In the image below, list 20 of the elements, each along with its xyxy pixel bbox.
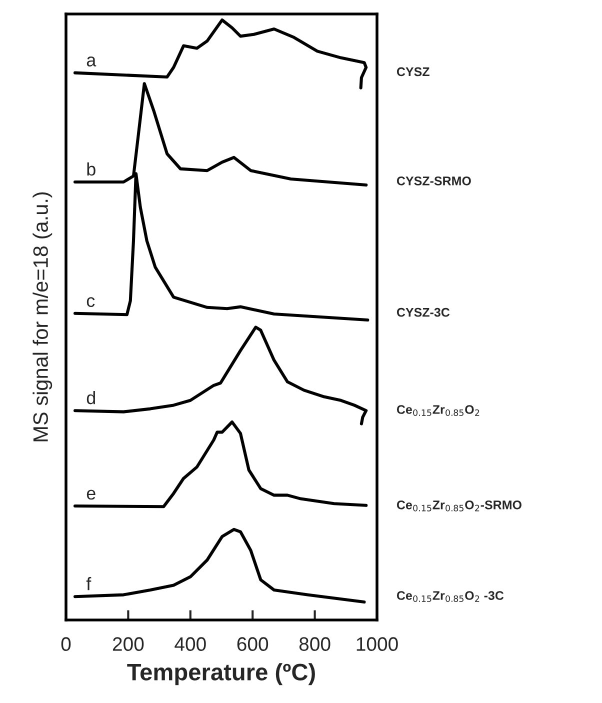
annotation: c [86, 297, 95, 308]
text: CYSZ-3C [396, 308, 450, 317]
annotation: f [86, 577, 92, 590]
x-tick-label: 1000 [356, 637, 398, 651]
text: CYSZ-SRMO [396, 176, 471, 186]
text: Ce$_{0.15}$Zr$_{0.85}$O$_{2}$-SRMO [396, 500, 522, 512]
x-tick-label: 0 [61, 637, 71, 651]
text: Ce$_{0.15}$Zr$_{0.85}$O$_{2}$ -3C [396, 591, 504, 602]
x-axis-title: Temperature (ºC) [127, 663, 315, 686]
annotation: e [86, 490, 96, 500]
annotation: a [86, 56, 96, 66]
x-tick-label: 200 [112, 637, 144, 651]
y-axis-title: MS signal for m/e=18 (a.u.) [32, 192, 52, 442]
text: Ce$_{0.15}$Zr$_{0.85}$O$_{2}$ [396, 405, 480, 416]
x-tick-label: 400 [174, 637, 206, 651]
text: CYSZ [396, 67, 430, 76]
x-tick-label: 600 [237, 637, 268, 651]
x-tick-label: 800 [299, 637, 330, 651]
annotation: d [86, 390, 96, 404]
annotation: b [87, 162, 96, 176]
